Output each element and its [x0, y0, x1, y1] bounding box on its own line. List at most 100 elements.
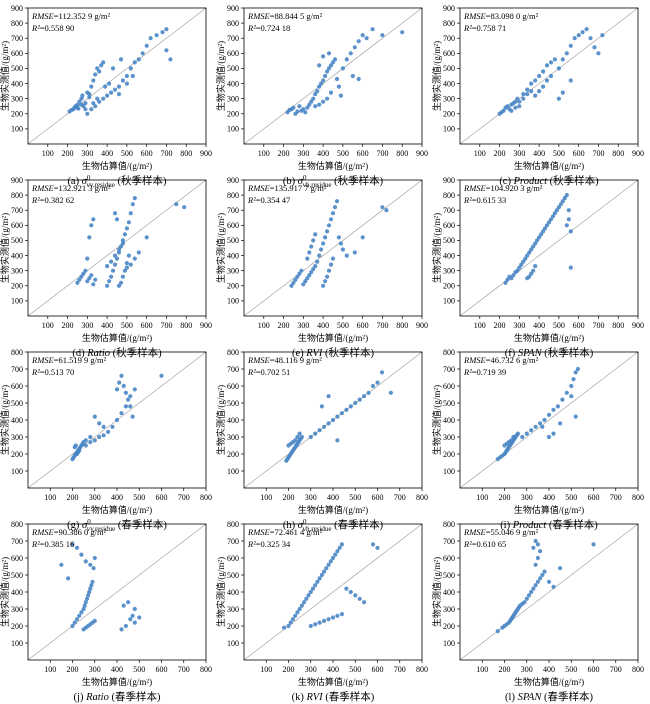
x-axis-title: 生物估算值/(g/m²): [298, 160, 368, 171]
data-point: [521, 96, 526, 101]
data-point: [344, 57, 349, 62]
data-point: [110, 268, 116, 273]
data-point: [116, 247, 122, 252]
data-point: [544, 223, 550, 228]
panel-caption: (d) Ratio (秋季样本): [72, 346, 162, 359]
x-tick-label: 300: [81, 149, 93, 158]
data-point: [328, 217, 334, 222]
data-point: [332, 205, 338, 210]
rmse-annotation: RMSE=46.732 6 g/m²: [463, 355, 539, 365]
data-point: [121, 603, 126, 608]
data-point: [307, 273, 312, 278]
data-point: [558, 421, 563, 426]
r2-annotation: R²=0.719 39: [463, 367, 506, 377]
data-point: [533, 424, 538, 429]
one-to-one-line: [27, 7, 207, 145]
x-tick-label: 100: [42, 321, 54, 330]
data-point: [366, 390, 371, 395]
data-point: [552, 57, 558, 62]
data-point: [335, 438, 340, 443]
data-point: [531, 244, 536, 249]
data-point: [533, 264, 538, 269]
data-point: [527, 274, 532, 279]
data-point: [321, 241, 326, 246]
x-tick-label: 700: [394, 493, 406, 502]
data-point: [538, 421, 543, 426]
data-point: [362, 394, 367, 399]
x-tick-label: 200: [283, 665, 295, 674]
data-point: [79, 274, 84, 279]
data-point: [531, 545, 536, 550]
data-point: [569, 394, 574, 399]
data-point: [356, 39, 361, 44]
data-point: [302, 600, 307, 605]
x-tick-label: 300: [305, 493, 317, 502]
data-point: [99, 63, 104, 68]
x-tick-label: 800: [180, 149, 192, 158]
y-tick-label: 600: [227, 221, 239, 230]
chart-panel: 100 200 300 400 500 600 700 800 900 100 200 300 400 5…: [431, 176, 644, 359]
data-point: [119, 411, 124, 416]
x-tick-label: 300: [89, 493, 101, 502]
y-tick-label: 500: [11, 236, 23, 245]
r2-annotation: R²=0.325 34: [247, 539, 291, 549]
data-point: [339, 542, 344, 547]
data-point: [335, 613, 340, 618]
panel-caption: (h) σ0 vh,residue (春季样本): [283, 518, 384, 533]
data-point: [560, 397, 565, 402]
data-point: [105, 283, 110, 288]
data-point: [164, 48, 169, 53]
data-point: [116, 92, 122, 97]
x-tick-label: 400: [533, 149, 545, 158]
data-point: [522, 600, 527, 605]
y-tick-label: 200: [227, 450, 239, 459]
y-tick-label: 600: [227, 49, 239, 58]
data-point: [344, 253, 349, 258]
data-point: [89, 223, 94, 228]
data-point: [554, 208, 560, 213]
r2-annotation: R²=0.382 62: [31, 195, 74, 205]
data-point: [511, 434, 516, 440]
data-point: [517, 104, 522, 109]
data-point: [291, 280, 296, 285]
data-point: [297, 104, 302, 109]
data-point: [542, 226, 548, 231]
data-point: [299, 603, 304, 608]
data-point: [107, 81, 112, 86]
y-tick-label: 300: [443, 266, 455, 275]
data-point: [90, 579, 95, 584]
x-tick-label: 600: [141, 321, 153, 330]
data-point: [130, 202, 135, 207]
y-tick-label: 400: [227, 79, 239, 88]
data-point: [122, 268, 127, 273]
data-point: [91, 566, 96, 571]
data-point: [293, 613, 298, 618]
data-point: [380, 205, 385, 210]
y-tick-label: 500: [227, 236, 239, 245]
data-point: [551, 407, 556, 412]
r2-annotation: R²=0.758 71: [463, 23, 506, 33]
data-point: [580, 30, 585, 35]
y-tick-label: 300: [443, 433, 455, 442]
data-point: [336, 235, 341, 240]
data-point: [110, 66, 116, 71]
data-point: [75, 280, 80, 285]
data-point: [74, 545, 80, 550]
y-axis-title: 生物实测值/(g/m²): [0, 213, 10, 283]
x-tick-label: 800: [180, 321, 192, 330]
data-point: [128, 617, 133, 622]
x-axis-title: 生物估算值/(g/m²): [514, 676, 584, 687]
data-point: [83, 268, 88, 273]
data-point: [337, 545, 342, 550]
data-point: [308, 589, 313, 595]
x-axis-title: 生物估算值/(g/m²): [82, 504, 152, 515]
chart-panel: 100 200 300 400 500 600 700 800 100 200 300 400 500 6…: [0, 348, 212, 533]
data-point: [112, 211, 118, 216]
data-point: [315, 259, 320, 264]
data-point: [330, 60, 336, 65]
y-tick-label: 200: [11, 622, 23, 631]
x-tick-label: 700: [376, 321, 388, 330]
data-point: [339, 411, 344, 416]
data-point: [576, 33, 581, 38]
y-tick-label: 300: [227, 605, 239, 614]
